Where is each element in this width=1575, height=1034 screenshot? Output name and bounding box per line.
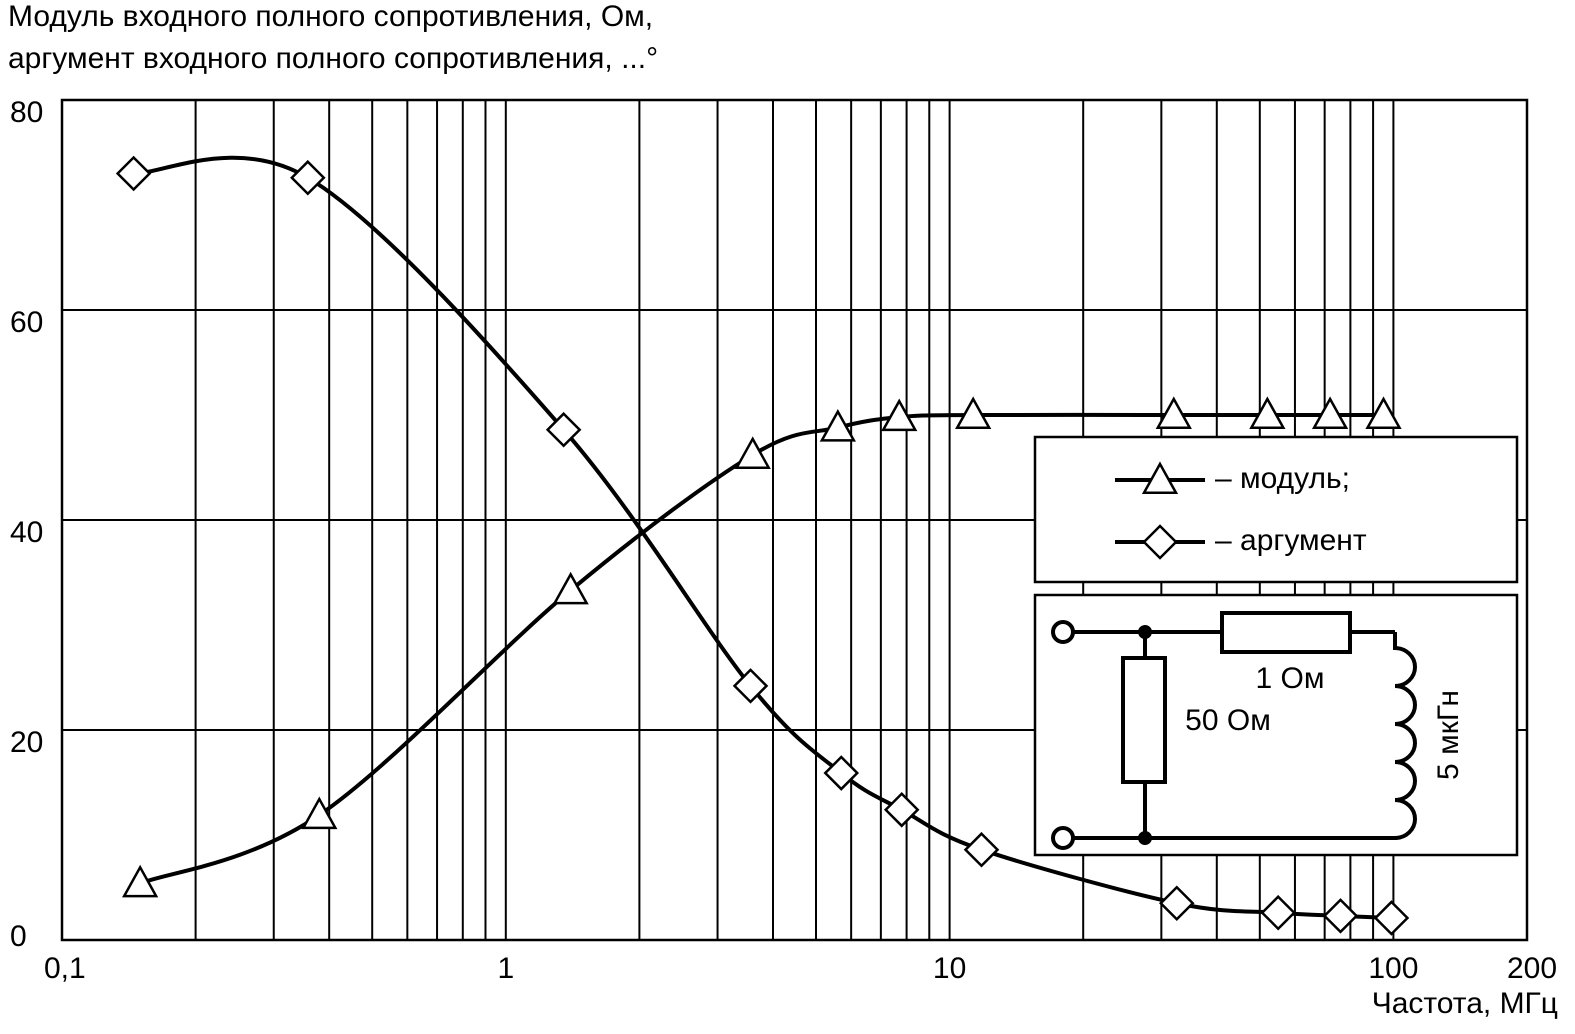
diamond-marker <box>1260 894 1296 931</box>
resistor <box>1121 656 1167 784</box>
junction <box>1138 831 1152 845</box>
diamond-marker <box>823 755 860 791</box>
legend-label: – аргумент <box>1215 524 1367 557</box>
triangle-marker <box>301 796 338 830</box>
legend-label: – модуль; <box>1215 462 1350 495</box>
triangle-marker <box>819 409 856 442</box>
diamond-marker <box>1373 900 1410 936</box>
x-tick-label: 200 <box>1507 952 1557 985</box>
triangle-marker <box>1249 396 1286 430</box>
diamond-marker <box>290 159 326 196</box>
inductor <box>1393 632 1417 840</box>
diamond-marker <box>1159 885 1195 922</box>
circuit-diagram <box>1033 593 1519 857</box>
diamond-marker <box>1322 898 1359 934</box>
y-tick-label: 40 <box>10 516 43 549</box>
chart-title: Модуль входного полного сопротивления, О… <box>8 0 653 33</box>
triangle-marker <box>881 398 918 432</box>
diamond-marker <box>732 668 769 704</box>
triangle-marker <box>734 436 771 469</box>
triangle-marker <box>552 571 589 605</box>
legend-box <box>1033 435 1519 584</box>
y-tick-label: 80 <box>10 96 43 129</box>
triangle-marker <box>1311 396 1349 430</box>
diamond-marker <box>545 411 582 448</box>
diamond-marker <box>115 155 152 192</box>
annotation: 1 Ом <box>1256 662 1325 695</box>
junction <box>1138 625 1152 639</box>
diamond-marker <box>1142 524 1178 560</box>
x-tick-label: 100 <box>1368 952 1418 985</box>
x-tick-label: 0,1 <box>44 952 86 985</box>
diamond-marker <box>963 831 1000 868</box>
triangle-marker <box>1155 396 1192 430</box>
triangle-marker <box>1365 396 1402 430</box>
terminal <box>1051 826 1075 850</box>
terminal <box>1051 620 1075 644</box>
diamond-marker <box>883 792 920 828</box>
triangle-marker <box>122 864 159 898</box>
x-tick-label: 1 <box>497 952 514 985</box>
resistor <box>1220 611 1352 654</box>
y-tick-label: 60 <box>10 306 43 339</box>
triangle-marker <box>955 396 992 430</box>
annotation: 5 мкГн <box>1432 690 1465 780</box>
annotation: 50 Ом <box>1185 704 1271 737</box>
y-tick-label: 20 <box>10 726 43 759</box>
plot-frame <box>60 98 1529 942</box>
x-axis-label: Частота, МГц <box>1372 987 1558 1020</box>
triangle-marker <box>1141 461 1179 495</box>
y-tick-label: 0 <box>10 920 27 953</box>
x-tick-label: 10 <box>933 952 966 985</box>
chart-title: аргумент входного полного сопротивления,… <box>8 42 658 75</box>
